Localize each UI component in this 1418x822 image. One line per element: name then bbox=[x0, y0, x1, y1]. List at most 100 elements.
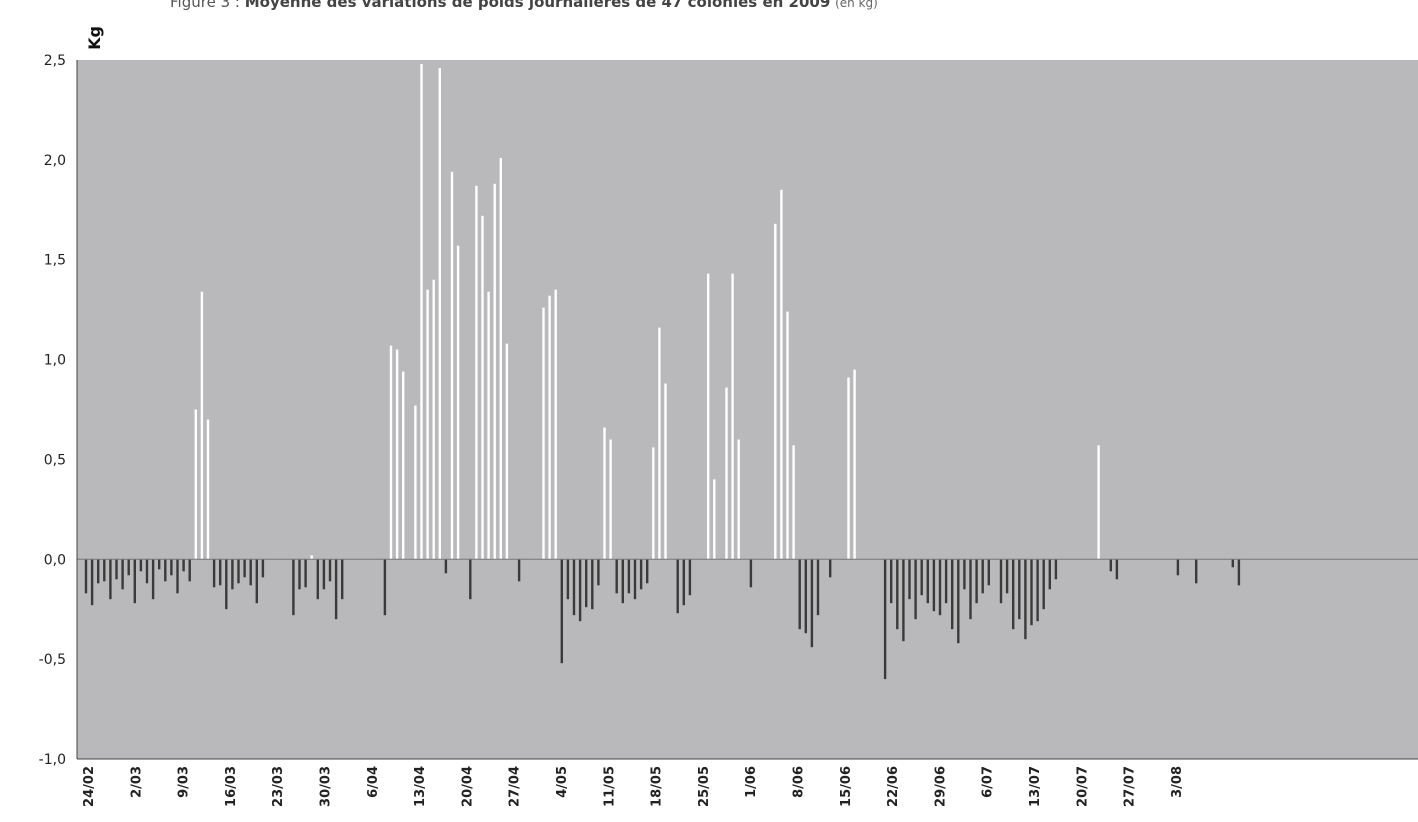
bar bbox=[170, 559, 173, 576]
bar bbox=[219, 559, 222, 586]
x-tick-label: 13/04 bbox=[413, 766, 428, 807]
bar bbox=[499, 157, 502, 560]
bar bbox=[548, 295, 551, 560]
bar bbox=[816, 559, 820, 616]
bar bbox=[212, 559, 216, 588]
x-tick-label: 18/05 bbox=[650, 766, 665, 807]
bar bbox=[920, 559, 923, 596]
bar bbox=[475, 185, 478, 560]
bar bbox=[1195, 559, 1198, 584]
x-tick-label: 2/03 bbox=[129, 766, 144, 798]
x-tick-labels: 24/02 2/03 9/03 16/03 23/03 30/03 6/04 13/04 20/… bbox=[82, 766, 1185, 807]
x-tick-label: 3/08 bbox=[1170, 766, 1185, 798]
bars-group bbox=[84, 64, 1241, 680]
bar bbox=[615, 559, 618, 594]
bar bbox=[938, 559, 942, 616]
bar bbox=[908, 559, 911, 600]
x-tick-label: 25/05 bbox=[697, 766, 712, 807]
bar bbox=[914, 559, 917, 620]
y-axis-label: Kg bbox=[85, 26, 104, 50]
bar bbox=[542, 307, 545, 560]
x-tick-label: 13/07 bbox=[1028, 766, 1043, 807]
bar bbox=[444, 559, 448, 574]
bar bbox=[469, 559, 472, 600]
bar bbox=[255, 559, 258, 604]
bar bbox=[316, 559, 319, 600]
x-tick-label: 20/07 bbox=[1075, 766, 1090, 807]
bar bbox=[676, 559, 679, 614]
bar bbox=[90, 559, 94, 606]
x-tick-label: 4/05 bbox=[555, 766, 570, 798]
bar bbox=[621, 559, 624, 604]
bar bbox=[798, 559, 801, 630]
bar bbox=[115, 559, 118, 580]
bar bbox=[804, 559, 807, 634]
bar bbox=[505, 343, 509, 560]
y-tick-label: 2,0 bbox=[44, 153, 66, 169]
bar bbox=[103, 559, 106, 582]
y-tick-label: 2,5 bbox=[44, 53, 66, 69]
bar bbox=[164, 559, 167, 582]
x-tick-label: 20/04 bbox=[460, 766, 475, 807]
bar bbox=[237, 559, 240, 584]
bar bbox=[225, 559, 228, 610]
bar bbox=[127, 559, 130, 576]
bar bbox=[231, 559, 234, 590]
y-tick-label: 0,5 bbox=[44, 452, 66, 468]
bar bbox=[481, 215, 484, 560]
bar bbox=[652, 447, 655, 560]
bar bbox=[487, 291, 490, 560]
bar bbox=[188, 559, 191, 582]
bar bbox=[932, 559, 936, 612]
bar bbox=[1237, 559, 1241, 586]
bar bbox=[322, 559, 326, 590]
x-tick-label: 27/04 bbox=[508, 766, 523, 807]
plot-area bbox=[77, 60, 1418, 759]
bar bbox=[987, 559, 990, 586]
bar bbox=[200, 291, 204, 560]
bar bbox=[145, 559, 149, 584]
bar bbox=[420, 64, 423, 560]
x-tick-label: 30/03 bbox=[319, 766, 334, 807]
bar bbox=[810, 559, 814, 648]
bar bbox=[249, 559, 252, 586]
bar bbox=[109, 559, 112, 600]
bar bbox=[133, 559, 136, 604]
bar bbox=[206, 419, 210, 560]
bar bbox=[969, 559, 972, 620]
x-tick-label: 11/05 bbox=[602, 766, 617, 807]
bar bbox=[438, 68, 441, 560]
bar bbox=[1115, 559, 1119, 580]
bar bbox=[981, 559, 984, 594]
bar bbox=[749, 559, 753, 588]
bar bbox=[1018, 559, 1021, 620]
bar bbox=[432, 279, 435, 560]
x-tick-label: 27/07 bbox=[1123, 766, 1138, 807]
bar bbox=[999, 559, 1003, 604]
bar bbox=[951, 559, 954, 630]
bar bbox=[829, 559, 832, 578]
bar bbox=[975, 559, 978, 604]
title-main: Moyenne des variations de poids journali… bbox=[244, 0, 831, 11]
bar bbox=[633, 559, 637, 600]
bar bbox=[517, 559, 521, 582]
bar bbox=[780, 189, 783, 560]
bar bbox=[585, 559, 588, 608]
bar bbox=[725, 387, 728, 560]
bar bbox=[121, 559, 124, 590]
title-prefix: Figure 3 : bbox=[170, 0, 240, 11]
bar bbox=[1042, 559, 1045, 610]
bar bbox=[139, 559, 143, 572]
bar bbox=[786, 311, 789, 560]
bar bbox=[774, 223, 777, 560]
bar bbox=[646, 559, 649, 584]
bar bbox=[182, 559, 185, 572]
bar bbox=[1012, 559, 1015, 630]
bar bbox=[682, 559, 685, 606]
y-tick-label: 0,0 bbox=[44, 552, 66, 568]
bar bbox=[883, 559, 887, 680]
y-tick-label: 1,0 bbox=[44, 353, 66, 369]
bar bbox=[731, 273, 734, 560]
x-tick-label: 16/03 bbox=[224, 766, 239, 807]
bar bbox=[713, 479, 716, 560]
